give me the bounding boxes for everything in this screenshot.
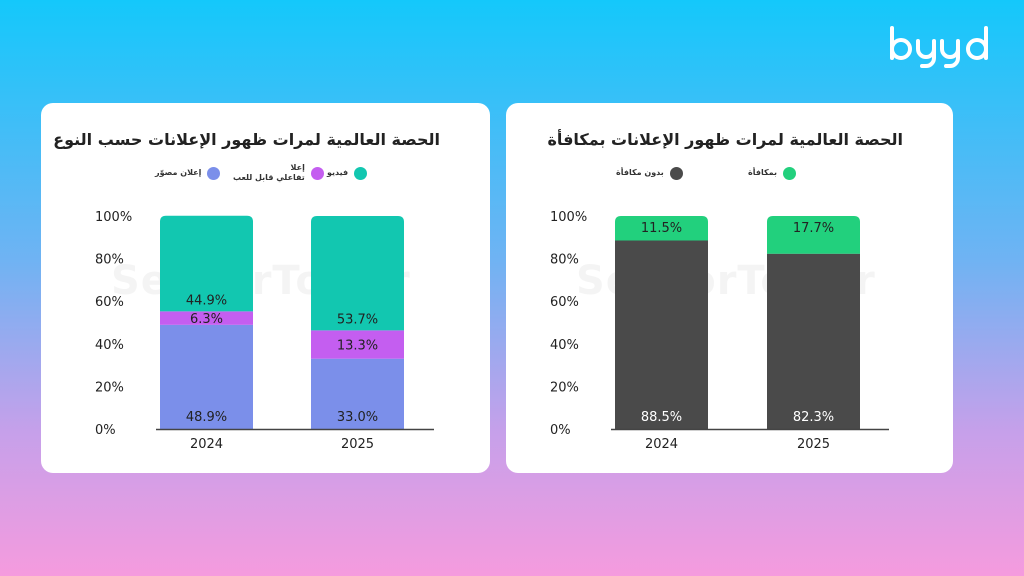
chart-title: الحصة العالمية لمرات ظهور الإعلانات بمكا… bbox=[547, 130, 903, 149]
byyd-logo-mark bbox=[890, 26, 988, 68]
bar-segment: 17.7% bbox=[767, 216, 860, 254]
y-tick-label: 80% bbox=[550, 253, 579, 268]
y-tick-label: 0% bbox=[550, 423, 571, 438]
legend-item-non-rewarded: بدون مكافأة bbox=[616, 160, 683, 186]
legend-dot bbox=[669, 166, 683, 180]
chart-plot-rewarded: 0% 20% 40% 60% 80% 100% 88.5% 11.5% 2024 82.3% 17.… bbox=[550, 210, 889, 452]
bar-segment: 48.9% bbox=[160, 324, 253, 429]
y-tick-label: 40% bbox=[550, 338, 579, 353]
bar-rect bbox=[615, 240, 708, 429]
legend-label: بدون مكافأة bbox=[616, 168, 664, 177]
bar-segment: 88.5% bbox=[615, 240, 708, 429]
data-label: 53.7% bbox=[337, 312, 378, 327]
legend-dot bbox=[783, 166, 796, 180]
y-tick-label: 60% bbox=[550, 295, 579, 310]
legend-dot bbox=[310, 166, 324, 180]
legend-item-playable: إعلا تفاعلي قابل للعب bbox=[233, 160, 324, 186]
data-label: 13.3% bbox=[337, 339, 378, 354]
legend-dot bbox=[354, 166, 368, 180]
x-tick-label: 2024 bbox=[190, 437, 223, 452]
bar-segment: 11.5% bbox=[615, 216, 708, 241]
y-tick-label: 100% bbox=[550, 210, 587, 225]
data-label: 33.0% bbox=[337, 410, 378, 425]
data-label: 17.7% bbox=[793, 221, 834, 236]
y-tick-label: 40% bbox=[95, 338, 124, 353]
y-tick-label: 60% bbox=[95, 295, 124, 310]
data-label: 88.5% bbox=[641, 410, 682, 425]
bar-segment: 82.3% bbox=[767, 253, 860, 429]
bar-segment: 44.9% bbox=[160, 215, 253, 312]
data-label: 6.3% bbox=[190, 312, 223, 327]
chart-card-rewarded: الحصة العالمية لمرات ظهور الإعلانات بمكا… bbox=[506, 103, 953, 473]
byyd-logo bbox=[886, 22, 998, 74]
y-tick-label: 80% bbox=[95, 253, 124, 268]
x-tick-label: 2025 bbox=[341, 437, 374, 452]
bar-rect bbox=[311, 216, 404, 331]
chart-title: الحصة العالمية لمرات ظهور الإعلانات حسب … bbox=[53, 130, 440, 149]
bar-rect bbox=[311, 358, 404, 429]
bar-rect bbox=[311, 330, 404, 359]
bar-rect bbox=[160, 324, 253, 429]
data-label: 44.9% bbox=[186, 293, 227, 308]
bar-segment: 33.0% bbox=[311, 358, 404, 429]
legend-dot bbox=[207, 166, 221, 180]
y-tick-label: 0% bbox=[95, 423, 116, 438]
bar-rect bbox=[615, 216, 708, 241]
bar-segment: 53.7% bbox=[311, 216, 404, 331]
x-tick-label: 2024 bbox=[645, 437, 678, 452]
legend-item-rewarded: بمكافأة bbox=[748, 160, 796, 186]
legend-item-banner: إعلان مصوّر bbox=[155, 160, 221, 186]
bar-rect bbox=[767, 216, 860, 254]
bar-rect bbox=[767, 253, 860, 429]
y-tick-label: 20% bbox=[550, 380, 579, 395]
data-label: 48.9% bbox=[186, 410, 227, 425]
y-tick-label: 100% bbox=[95, 210, 132, 225]
data-label: 82.3% bbox=[793, 410, 834, 425]
legend-item-video: فيديو bbox=[327, 160, 368, 186]
bar-segment: 13.3% bbox=[311, 330, 404, 359]
data-label: 11.5% bbox=[641, 221, 682, 236]
bar-rect bbox=[160, 311, 253, 325]
legend-label: إعلان مصوّر bbox=[155, 168, 202, 177]
chart-plot-by-type: 0% 20% 40% 60% 80% 100% 48.9% 6.3% 44.9% 2024 33.0… bbox=[95, 210, 434, 452]
y-tick-label: 20% bbox=[95, 380, 124, 395]
x-tick-label: 2025 bbox=[797, 437, 830, 452]
legend-label: فيديو bbox=[327, 168, 349, 177]
bar-segment: 6.3% bbox=[160, 311, 253, 327]
legend-label: إعلا تفاعلي قابل للعب bbox=[233, 163, 305, 182]
legend-label: بمكافأة bbox=[748, 168, 777, 177]
bar-rect bbox=[160, 215, 253, 312]
chart-card-by-type: الحصة العالمية لمرات ظهور الإعلانات حسب … bbox=[41, 103, 490, 473]
